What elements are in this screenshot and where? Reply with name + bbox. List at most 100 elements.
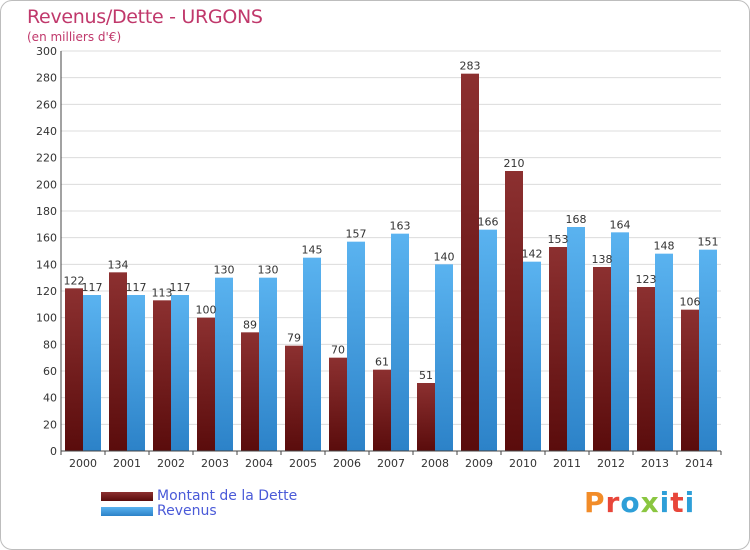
data-label: 148 xyxy=(654,240,675,253)
y-tick-label: 180 xyxy=(36,205,57,218)
data-label: 210 xyxy=(504,157,525,170)
data-label: 283 xyxy=(460,60,481,73)
chart-title: Revenus/Dette - URGONS xyxy=(27,6,263,28)
y-tick-label: 280 xyxy=(36,72,57,85)
x-tick-label: 2006 xyxy=(333,457,361,470)
data-label: 106 xyxy=(680,296,701,309)
y-tick-label: 300 xyxy=(36,45,57,58)
y-tick-label: 220 xyxy=(36,152,57,165)
logo-letter: P xyxy=(584,486,606,519)
x-tick-label: 2011 xyxy=(553,457,581,470)
y-tick-label: 160 xyxy=(36,232,57,245)
bar-revenue xyxy=(655,253,673,451)
y-tick-label: 20 xyxy=(43,418,57,431)
data-label: 138 xyxy=(592,253,613,266)
data-label: 123 xyxy=(636,273,657,286)
bar-debt xyxy=(65,288,83,451)
x-tick-label: 2013 xyxy=(641,457,669,470)
x-tick-label: 2012 xyxy=(597,457,625,470)
data-label: 89 xyxy=(243,318,257,331)
bar-revenue xyxy=(127,295,145,451)
bar-debt xyxy=(241,332,259,451)
bar-revenue xyxy=(347,241,365,451)
legend-label-revenue: Revenus xyxy=(157,503,217,519)
data-label: 117 xyxy=(126,281,147,294)
data-label: 113 xyxy=(152,286,173,299)
bar-debt xyxy=(153,300,171,451)
x-tick-label: 2005 xyxy=(289,457,317,470)
data-label: 79 xyxy=(287,332,301,345)
data-label: 145 xyxy=(302,244,323,257)
bar-debt xyxy=(505,171,523,451)
bar-revenue xyxy=(479,229,497,451)
bar-revenue xyxy=(567,227,585,451)
legend-item-revenue: Revenus xyxy=(101,503,217,519)
data-label: 157 xyxy=(346,228,367,241)
data-label: 100 xyxy=(196,304,217,317)
data-label: 70 xyxy=(331,344,345,357)
bar-debt xyxy=(285,345,303,451)
bar-revenue xyxy=(699,249,717,451)
data-label: 117 xyxy=(82,281,103,294)
data-label: 164 xyxy=(610,218,631,231)
logo-letter: i xyxy=(659,486,671,519)
data-label: 130 xyxy=(258,264,279,277)
data-label: 122 xyxy=(64,274,85,287)
bar-revenue xyxy=(391,233,409,451)
data-label: 140 xyxy=(434,250,455,263)
bar-revenue xyxy=(215,277,233,451)
bar-debt xyxy=(549,247,567,451)
bar-debt xyxy=(593,267,611,451)
data-label: 163 xyxy=(390,220,411,233)
bar-debt xyxy=(373,369,391,451)
legend-label-debt: Montant de la Dette xyxy=(157,488,298,504)
x-tick-label: 2009 xyxy=(465,457,493,470)
data-label: 151 xyxy=(698,236,719,249)
logo-letter: i xyxy=(684,486,696,519)
data-label: 117 xyxy=(170,281,191,294)
y-tick-label: 60 xyxy=(43,365,57,378)
data-label: 134 xyxy=(108,258,129,271)
data-label: 51 xyxy=(419,369,433,382)
data-label: 142 xyxy=(522,248,543,261)
logo-letter: o xyxy=(620,486,641,519)
x-tick-label: 2004 xyxy=(245,457,273,470)
bar-revenue xyxy=(171,295,189,451)
bar-revenue xyxy=(435,264,453,451)
x-tick-label: 2000 xyxy=(69,457,97,470)
logo-letter: r xyxy=(605,486,621,519)
y-tick-label: 120 xyxy=(36,285,57,298)
y-tick-label: 140 xyxy=(36,258,57,271)
y-tick-label: 240 xyxy=(36,125,57,138)
y-tick-label: 100 xyxy=(36,312,57,325)
proxiti-logo: Proxiti xyxy=(584,486,695,519)
logo-letter: t xyxy=(670,486,685,519)
bar-revenue xyxy=(259,277,277,451)
bar-debt xyxy=(109,272,127,451)
bar-debt xyxy=(197,317,215,451)
x-tick-label: 2007 xyxy=(377,457,405,470)
y-tick-label: 200 xyxy=(36,178,57,191)
data-label: 153 xyxy=(548,233,569,246)
x-tick-label: 2010 xyxy=(509,457,537,470)
bar-debt xyxy=(417,383,435,451)
y-tick-label: 0 xyxy=(50,445,57,458)
y-tick-label: 260 xyxy=(36,98,57,111)
bar-revenue xyxy=(611,232,629,451)
x-tick-label: 2008 xyxy=(421,457,449,470)
x-tick-label: 2001 xyxy=(113,457,141,470)
bar-revenue xyxy=(83,295,101,451)
data-label: 61 xyxy=(375,356,389,369)
data-label: 168 xyxy=(566,213,587,226)
bar-debt xyxy=(461,73,479,452)
bar-revenue xyxy=(523,261,541,451)
data-label: 130 xyxy=(214,264,235,277)
x-tick-label: 2003 xyxy=(201,457,229,470)
bar-debt xyxy=(681,309,699,451)
logo-letter: x xyxy=(640,486,660,519)
y-tick-label: 80 xyxy=(43,338,57,351)
chart-subtitle: (en milliers d'€) xyxy=(27,30,122,44)
data-label: 166 xyxy=(478,216,499,229)
